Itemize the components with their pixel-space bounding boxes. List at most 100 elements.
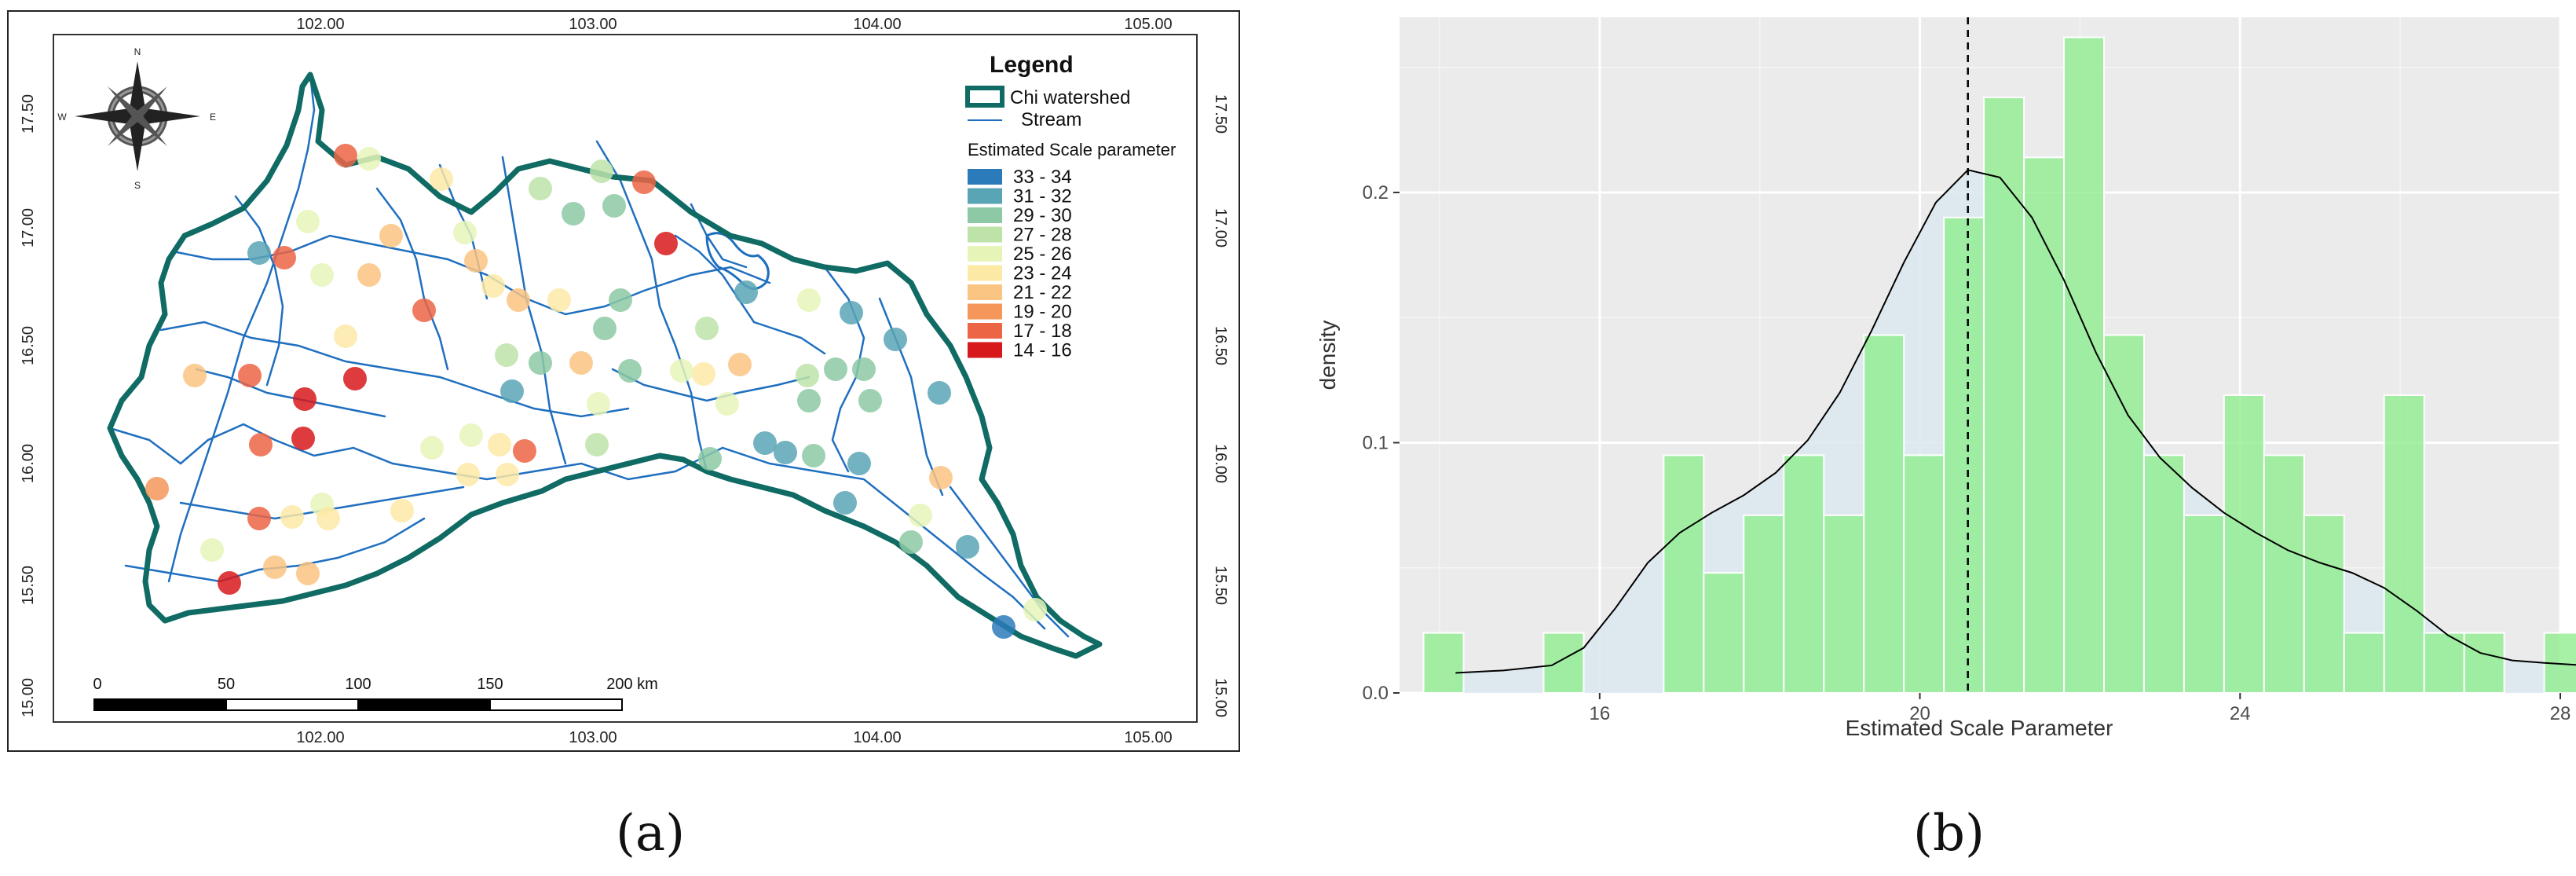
stream-line [949,486,1070,638]
right-tick-label: 15.00 [1212,678,1229,717]
legend-class-label: 33 - 34 [1013,167,1072,188]
histogram-bar [2343,632,2385,694]
sample-point [334,324,357,348]
scale-bar-label: 0 [93,676,101,693]
sample-point [464,249,488,273]
left-tick-label: 16.00 [20,444,37,483]
histogram-bar [1863,334,1905,694]
legend-scale-title: Estimated Scale parameter [968,140,1176,159]
sample-point [249,433,273,456]
sample-point [500,379,524,403]
histogram-chart: 16 20 24 28 0.0 0.1 0.2 Estimated Scale Param… [1315,17,2576,740]
sample-point [529,351,552,375]
legend-class-swatch [968,207,1002,223]
left-tick-label: 16.50 [20,326,37,365]
bottom-tick-label: 104.00 [853,729,901,746]
sample-point [430,167,453,191]
right-tick-label: 16.50 [1212,326,1229,365]
stream-line [375,187,449,371]
top-tick-label: 104.00 [853,16,901,33]
caption-a: (a) [616,805,686,863]
sample-point [1023,598,1047,621]
sample-point [412,299,436,322]
sample-point [929,466,953,489]
sample-point [390,499,414,522]
histogram-bar [2142,454,2185,694]
histogram-bar [1663,454,1705,694]
right-tick-label: 17.50 [1212,94,1229,134]
compass-east-label: E [210,112,216,123]
top-tick-label: 103.00 [569,16,617,33]
watershed-boundary [107,71,1103,659]
scale-bar-label: 150 [477,676,503,693]
legend-class-swatch [968,246,1002,262]
legend-watershed-label: Chi watershed [1010,87,1130,108]
scale-bar-label: 200 km [606,676,658,693]
sample-point [296,562,320,585]
density-curve [1455,169,2576,674]
stream-line [674,234,826,355]
top-tick-label: 102.00 [296,16,344,33]
histogram-bar [1422,632,1465,694]
sample-point [774,441,797,464]
density-curve-line [1455,169,2576,674]
map-panel: 102.00 103.00 104.00 105.00 102.00 103.0… [0,0,1288,872]
sample-point [547,288,571,312]
x-tick-labels: 16 20 24 28 [1589,693,2571,724]
sample-point [293,387,317,411]
y-tick-label: 0.2 [1363,182,1389,203]
legend-class-label: 14 - 16 [1013,340,1072,361]
sample-point [334,144,357,167]
legend-stream-label: Stream [1021,109,1081,130]
legend-title: Legend [990,52,1074,78]
y-axis-label: density [1315,321,1340,390]
histogram-bar [1903,454,1945,694]
sample-point [453,221,477,244]
histogram-bar [1823,514,1865,695]
sample-point [379,224,403,247]
left-tick-label: 17.50 [20,94,37,134]
legend-class-swatch [968,188,1002,204]
sample-point [585,433,609,456]
sample-point [296,210,320,233]
sample-point [200,538,224,562]
legend-class-swatch [968,265,1002,281]
sample-point [992,615,1015,639]
sample-point [310,263,334,287]
sample-point [481,274,505,298]
scale-bar-label: 100 [345,676,371,693]
sample-point [247,507,271,530]
histogram-bar [2102,334,2145,694]
sample-point [928,381,951,405]
x-tick-label: 16 [1589,703,1610,724]
sample-point [495,343,518,367]
sample-point [587,392,610,416]
sample-point [529,177,552,200]
legend-class-label: 23 - 24 [1013,263,1072,284]
compass-south-label: S [134,180,141,191]
x-axis-label: Estimated Scale Parameter [1846,716,2113,740]
sample-point [238,364,262,387]
legend-watershed-swatch [965,86,1004,108]
top-tick-label: 105.00 [1124,16,1172,33]
x-tick-label: 28 [2550,703,2571,724]
sample-point [609,288,632,312]
sample-point [796,364,819,387]
legend-class-swatch [968,169,1002,185]
histogram-bar [1542,632,1585,694]
compass-north-label: N [134,46,141,57]
left-tick-label: 15.50 [20,566,37,605]
sample-point [695,317,719,340]
stream-line [167,73,316,583]
sample-point [459,423,483,447]
histogram-bar [2063,36,2105,694]
sample-point [247,241,271,265]
bottom-tick-label: 102.00 [296,729,344,746]
sample-point [420,436,444,460]
sample-point [698,447,722,471]
sample-point [840,301,863,324]
y-tick-label: 0.0 [1363,683,1389,704]
compass-west-label: W [57,112,67,123]
histogram-bar [2423,632,2465,694]
sample-point [797,389,821,412]
